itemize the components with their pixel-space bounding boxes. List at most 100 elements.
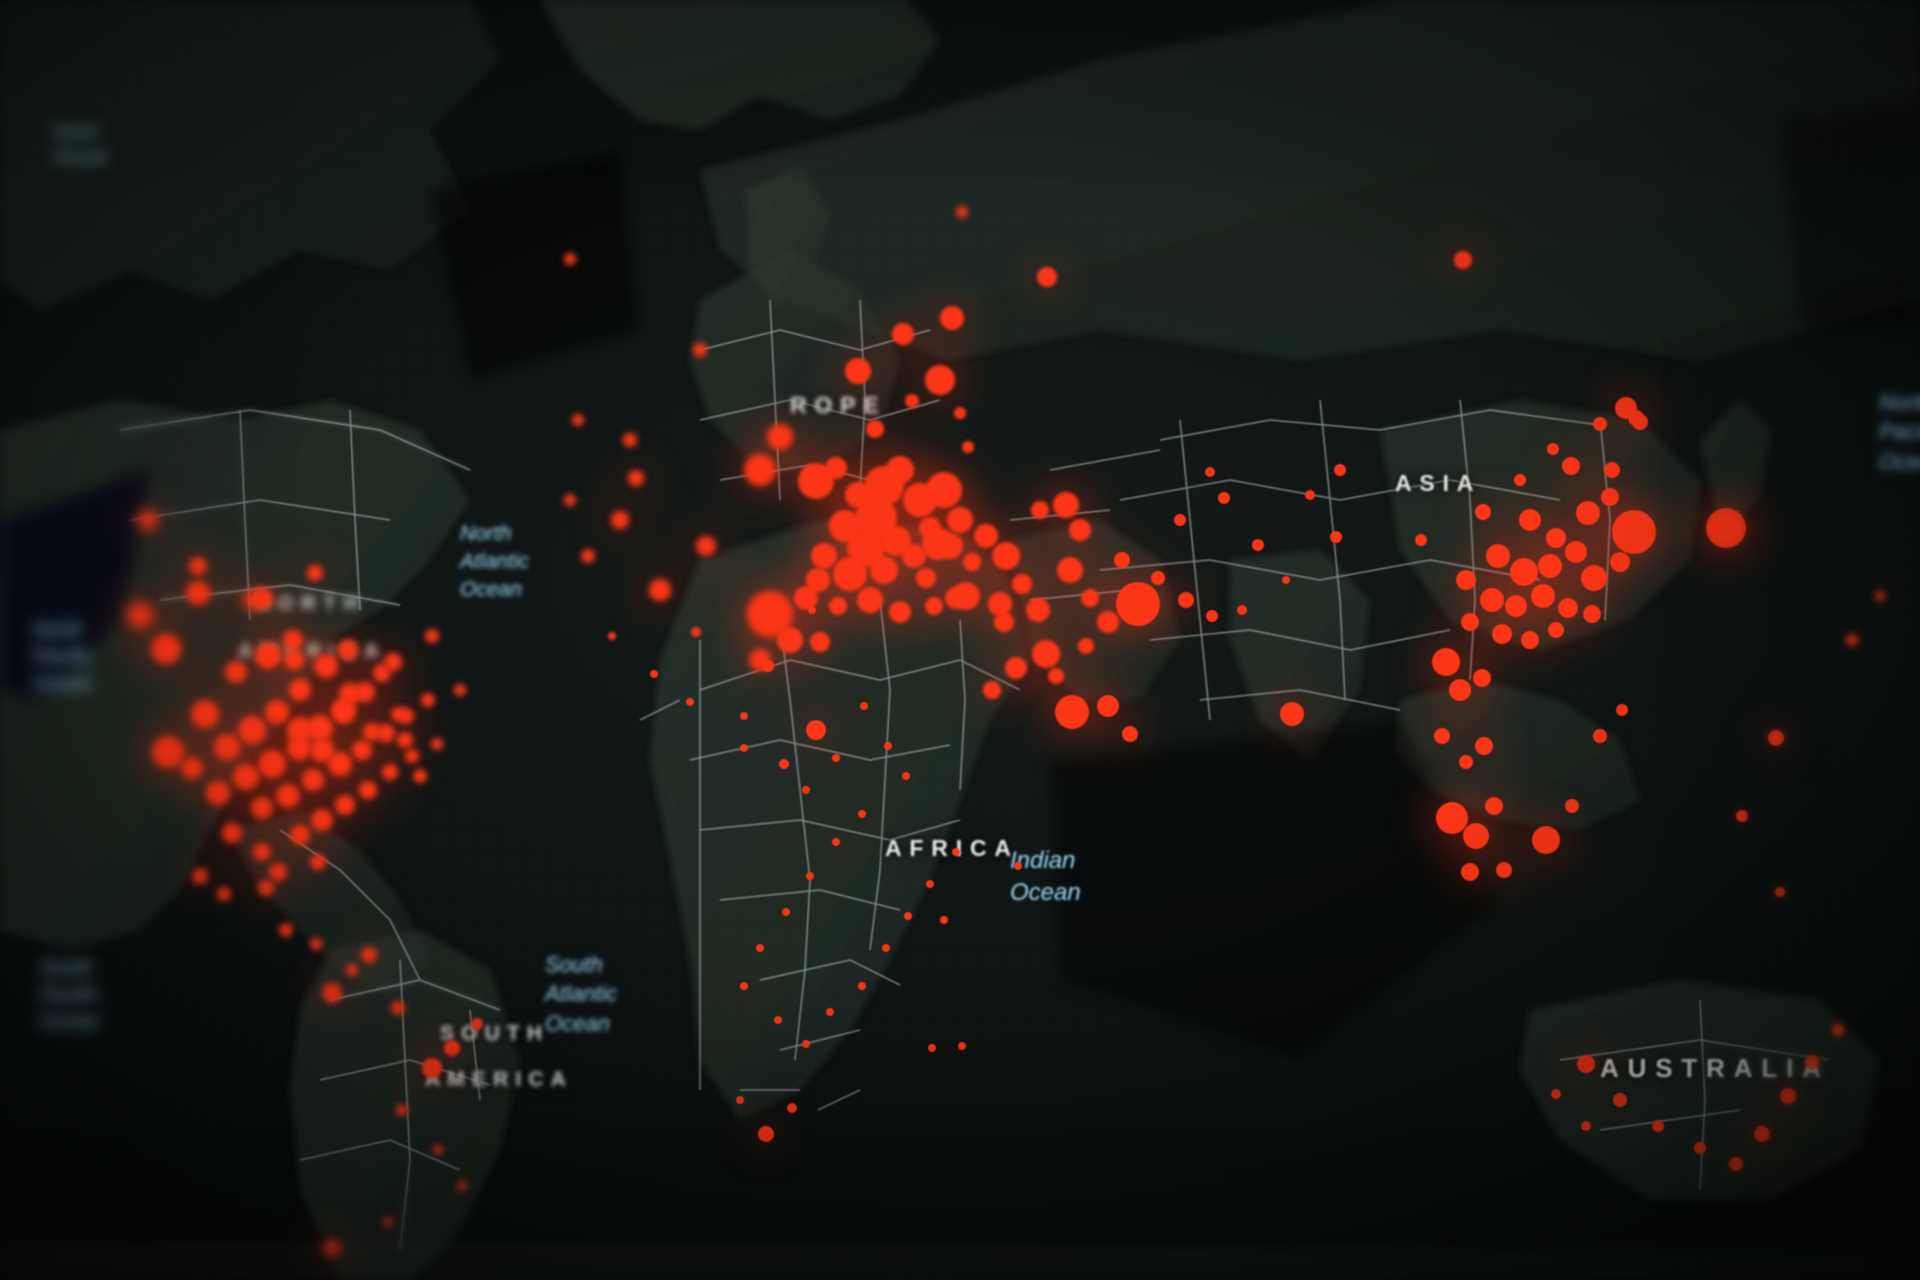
case-dot[interactable]: [691, 627, 701, 637]
case-dot[interactable]: [1547, 443, 1559, 455]
case-dot[interactable]: [225, 661, 247, 683]
case-dot[interactable]: [335, 795, 355, 815]
case-dot[interactable]: [925, 597, 943, 615]
case-dot[interactable]: [214, 734, 240, 760]
case-dot[interactable]: [1334, 464, 1346, 476]
case-dot[interactable]: [889, 601, 911, 623]
case-dot[interactable]: [1031, 501, 1049, 519]
case-dot[interactable]: [1005, 657, 1027, 679]
case-dot[interactable]: [1218, 492, 1230, 504]
case-dot[interactable]: [774, 1016, 782, 1024]
case-dot[interactable]: [564, 494, 576, 506]
case-dot[interactable]: [564, 253, 576, 265]
case-dot[interactable]: [384, 653, 402, 671]
case-dot[interactable]: [1475, 504, 1491, 520]
case-dot[interactable]: [431, 738, 443, 750]
case-dot[interactable]: [422, 1058, 442, 1078]
case-dot[interactable]: [310, 738, 334, 762]
case-dot[interactable]: [1521, 631, 1539, 649]
case-dot[interactable]: [777, 627, 803, 653]
case-dot[interactable]: [925, 365, 955, 395]
case-dot[interactable]: [265, 700, 289, 724]
case-dot[interactable]: [1026, 598, 1050, 622]
case-dot[interactable]: [1510, 558, 1538, 586]
case-dot[interactable]: [1652, 1120, 1664, 1132]
case-dot[interactable]: [127, 602, 153, 628]
case-dot[interactable]: [1706, 508, 1746, 548]
case-dot[interactable]: [1055, 695, 1089, 729]
case-dot[interactable]: [1581, 1121, 1591, 1131]
case-dot[interactable]: [1601, 488, 1619, 506]
case-dot[interactable]: [421, 693, 435, 707]
case-dot[interactable]: [1613, 1093, 1627, 1107]
case-dot[interactable]: [1593, 729, 1607, 743]
case-dot[interactable]: [782, 908, 790, 916]
case-dot[interactable]: [1628, 410, 1644, 426]
case-dot[interactable]: [1565, 541, 1587, 563]
case-dot[interactable]: [396, 1104, 408, 1116]
case-dot[interactable]: [952, 848, 960, 856]
case-dot[interactable]: [787, 1103, 797, 1113]
case-dot[interactable]: [736, 1096, 744, 1104]
case-dot[interactable]: [1122, 726, 1138, 742]
case-dot[interactable]: [1775, 887, 1785, 897]
case-dot[interactable]: [1736, 810, 1748, 822]
case-dot[interactable]: [926, 472, 962, 508]
case-dot[interactable]: [391, 1001, 405, 1015]
case-dot[interactable]: [928, 1044, 936, 1052]
case-dot[interactable]: [882, 944, 890, 952]
case-dot[interactable]: [191, 700, 219, 728]
case-dot[interactable]: [956, 206, 968, 218]
case-dot[interactable]: [1531, 584, 1555, 608]
case-dot[interactable]: [1768, 730, 1784, 746]
case-dot[interactable]: [1178, 592, 1194, 608]
case-dot[interactable]: [611, 511, 629, 529]
case-dot[interactable]: [192, 868, 208, 884]
case-dot[interactable]: [1037, 267, 1057, 287]
case-dot[interactable]: [954, 407, 966, 419]
case-dot[interactable]: [323, 1239, 341, 1257]
case-dot[interactable]: [352, 740, 372, 760]
case-dot[interactable]: [1485, 797, 1503, 815]
case-dot[interactable]: [1053, 492, 1079, 518]
case-dot[interactable]: [1832, 1024, 1844, 1036]
case-dot[interactable]: [608, 632, 616, 640]
case-dot[interactable]: [1576, 501, 1600, 525]
case-dot[interactable]: [1486, 544, 1510, 568]
case-dot[interactable]: [290, 825, 310, 845]
case-dot[interactable]: [829, 597, 847, 615]
case-dot[interactable]: [802, 1040, 810, 1048]
case-dot[interactable]: [1330, 531, 1342, 543]
case-dot[interactable]: [1583, 605, 1601, 623]
case-dot[interactable]: [693, 343, 707, 357]
case-dot[interactable]: [1754, 1126, 1770, 1142]
case-dot[interactable]: [1593, 417, 1607, 431]
case-dot[interactable]: [811, 543, 837, 569]
case-dot[interactable]: [138, 510, 158, 530]
case-dot[interactable]: [1805, 1055, 1819, 1069]
case-dot[interactable]: [1174, 514, 1186, 526]
case-dot[interactable]: [1492, 624, 1512, 644]
case-dot[interactable]: [904, 912, 912, 920]
case-dot[interactable]: [832, 754, 840, 762]
case-dot[interactable]: [152, 736, 184, 768]
case-dot[interactable]: [383, 1217, 393, 1227]
case-dot[interactable]: [258, 880, 274, 896]
case-dot[interactable]: [1505, 595, 1527, 617]
case-dot[interactable]: [857, 587, 883, 613]
case-dot[interactable]: [870, 556, 898, 584]
case-dot[interactable]: [1581, 565, 1607, 591]
case-dot[interactable]: [963, 553, 981, 571]
case-dot[interactable]: [1612, 510, 1656, 554]
case-dot[interactable]: [1456, 570, 1476, 590]
case-dot[interactable]: [363, 723, 381, 741]
case-dot[interactable]: [1780, 1088, 1796, 1104]
case-dot[interactable]: [269, 863, 287, 881]
case-dot[interactable]: [1048, 668, 1064, 684]
case-dot[interactable]: [222, 823, 242, 843]
case-dot[interactable]: [1558, 598, 1578, 618]
case-dot[interactable]: [806, 568, 830, 592]
case-dot[interactable]: [243, 591, 261, 609]
case-dot[interactable]: [1116, 582, 1160, 626]
